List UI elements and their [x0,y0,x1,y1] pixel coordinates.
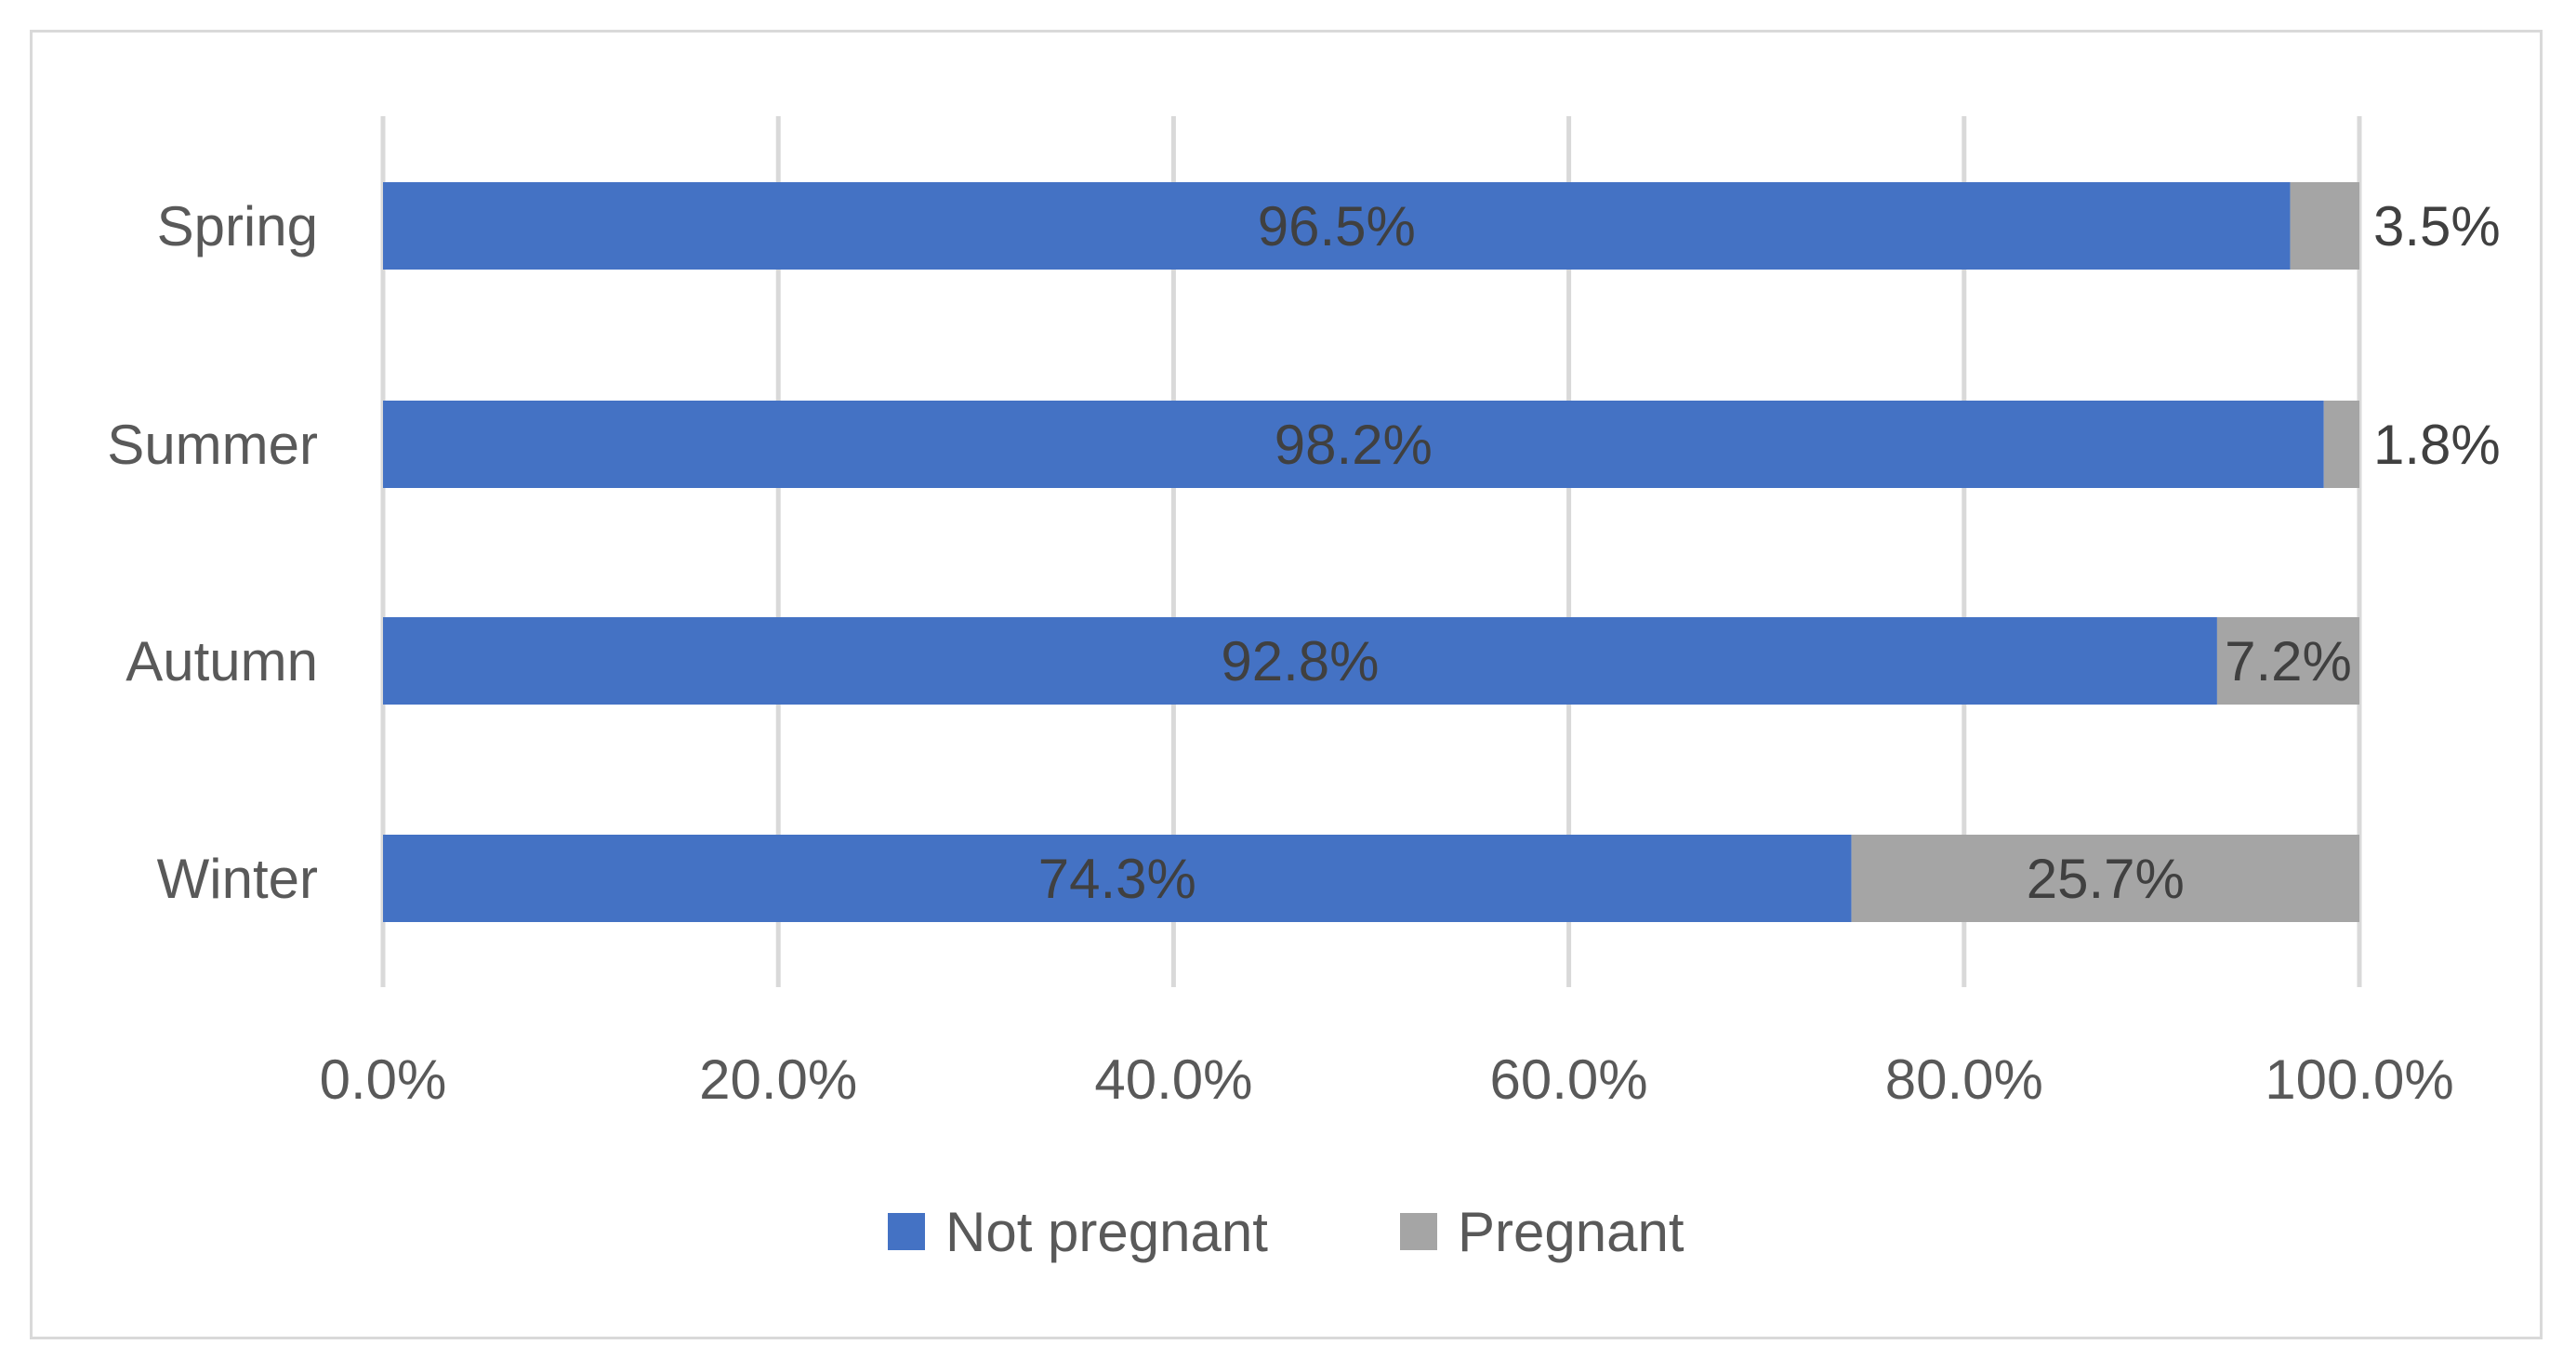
category-label: Winter [157,848,318,910]
legend-label: Not pregnant [945,1201,1268,1263]
value-axis: 0.0% 20.0% 40.0% 60.0% 80.0% 100.0% [320,1048,2454,1111]
data-label-not-pregnant: 96.5% [1258,195,1416,257]
data-labels: 96.5% 3.5% 98.2% 1.8% 92.8% 7.2% 74.3% 25.7% [1038,195,2501,910]
bar-pregnant [2323,401,2359,488]
x-tick-label: 20.0% [699,1048,857,1111]
x-tick-label: 0.0% [320,1048,447,1111]
data-label-pregnant: 1.8% [2373,414,2501,476]
category-label: Summer [107,414,318,476]
data-label-not-pregnant: 92.8% [1221,630,1379,692]
category-axis: Spring Summer Autumn Winter [107,195,318,910]
x-tick-label: 80.0% [1885,1048,2043,1111]
bar-not-pregnant [383,617,2217,705]
data-label-pregnant: 7.2% [2225,630,2352,692]
data-label-pregnant: 3.5% [2373,195,2501,257]
bars [383,182,2359,922]
x-tick-label: 100.0% [2265,1048,2454,1111]
legend-swatch [888,1213,925,1250]
data-label-not-pregnant: 98.2% [1275,414,1433,476]
x-tick-label: 40.0% [1094,1048,1252,1111]
legend-swatch [1400,1213,1437,1250]
legend-label: Pregnant [1458,1201,1684,1263]
bar-not-pregnant [383,835,1852,922]
bar-pregnant [1851,835,2359,922]
category-label: Spring [157,195,318,257]
bar-pregnant [2290,182,2359,270]
category-label: Autumn [125,630,318,692]
data-label-pregnant: 25.7% [2027,848,2185,910]
legend: Not pregnant Pregnant [888,1201,1684,1263]
data-label-not-pregnant: 74.3% [1038,848,1196,910]
bar-pregnant [2216,617,2359,705]
bar-not-pregnant [383,182,2291,270]
x-tick-label: 60.0% [1490,1048,1648,1111]
bar-not-pregnant [383,401,2324,488]
